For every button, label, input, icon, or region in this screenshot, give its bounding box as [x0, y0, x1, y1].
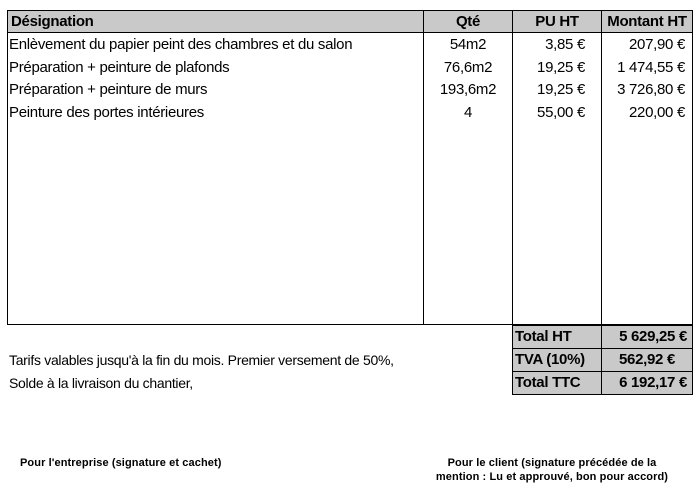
cell-qty: 54m2 [449, 36, 487, 53]
cell-amount: 207,90 € [629, 36, 685, 53]
cell-amount: 3 726,80 € [617, 81, 685, 98]
cell-unit-price: 19,25 € [537, 58, 585, 76]
cell-qty: 76,6m2 [443, 58, 493, 76]
cell-designation: Préparation + peinture de murs [9, 81, 208, 98]
note-line-2: Solde à la livraison du chantier, [9, 375, 193, 391]
cell-designation: Préparation + peinture de plafonds [9, 58, 230, 76]
client-signature-line-2: mention : Lu et approuvé, bon pour accor… [435, 471, 669, 483]
client-signature-line-1: Pour le client (signature précédée de la [447, 457, 657, 469]
column-divider [601, 32, 602, 325]
tva-label: TVA (10%) [512, 348, 602, 372]
cell-amount: 220,00 € [629, 103, 685, 121]
header-amount: Montant HT [601, 10, 693, 33]
table-body [7, 32, 693, 325]
total-ttc-label: Total TTC [512, 371, 602, 395]
cell-unit-price: 3,85 € [545, 36, 585, 53]
client-signature-label: Pour le client (signature précédée de la… [412, 456, 692, 484]
cell-qty: 193,6m2 [439, 81, 497, 98]
note-line-1: Tarifs valables jusqu'à la fin du mois. … [9, 352, 394, 368]
tva-value: 562,92 € [601, 348, 693, 372]
cell-amount: 1 474,55 € [617, 58, 685, 76]
column-divider [423, 32, 424, 325]
total-ttc-value: 6 192,17 € [601, 371, 693, 395]
cell-designation: Peinture des portes intérieures [9, 103, 204, 121]
header-qty: Qté [423, 10, 513, 33]
cell-unit-price: 19,25 € [537, 81, 585, 98]
header-designation: Désignation [7, 10, 424, 33]
cell-unit-price: 55,00 € [537, 103, 585, 121]
header-unit-price: PU HT [512, 10, 602, 33]
column-divider [512, 32, 513, 325]
company-signature-label: Pour l'entreprise (signature et cachet) [20, 457, 222, 469]
cell-designation: Enlèvement du papier peint des chambres … [9, 36, 353, 53]
cell-qty: 4 [463, 103, 473, 121]
total-ht-value: 5 629,25 € [601, 325, 693, 349]
total-ht-label: Total HT [512, 325, 602, 349]
